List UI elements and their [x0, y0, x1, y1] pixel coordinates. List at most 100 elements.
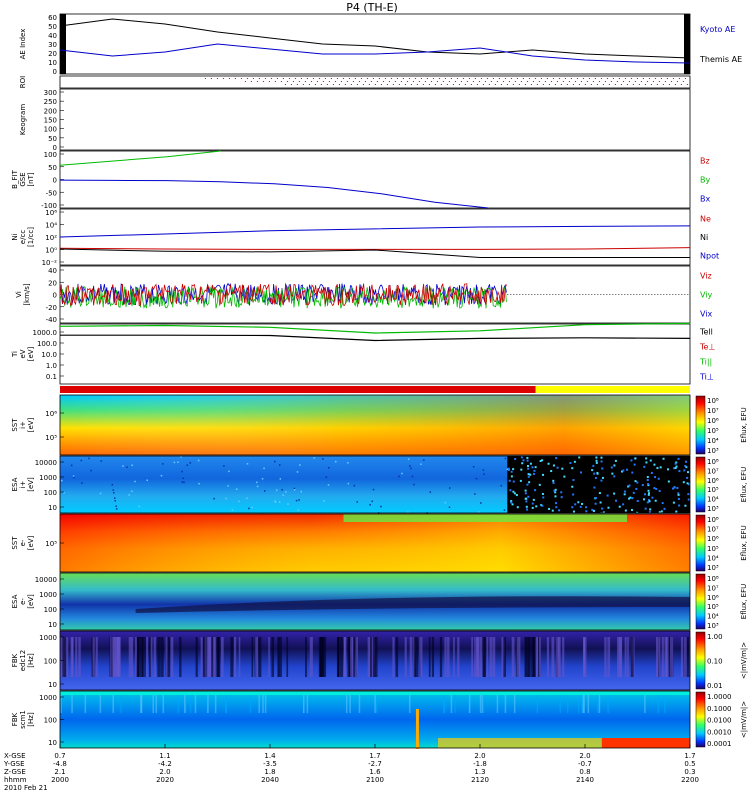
- esa-ion-speckle: [510, 501, 513, 504]
- roi-dot: [484, 81, 486, 82]
- esa-ion-speckle: [516, 506, 519, 509]
- ephemeris-value: 1.3: [474, 768, 485, 776]
- fbk-scm1-stripe: [262, 695, 264, 713]
- fbk-edc12-stripe: [409, 637, 413, 677]
- esa-electron-tick-label: 100: [44, 606, 57, 614]
- fbk-edc12-stripe: [114, 637, 117, 677]
- fbk-scm1-stripe: [177, 695, 180, 713]
- roi-dot: [610, 81, 612, 82]
- esa-electron-label: ESA e- [eV]: [11, 594, 35, 609]
- esa-ion-speckle: [531, 506, 534, 509]
- esa-ion-speckle: [524, 489, 527, 492]
- esa-ion-speckle: [630, 508, 633, 511]
- roi-dot: [488, 84, 490, 85]
- esa-ion-speckle: [274, 460, 276, 463]
- roi-dot: [508, 81, 510, 82]
- roi-dot: [490, 81, 492, 82]
- esa-ion-speckle: [444, 501, 447, 504]
- roi-dot: [222, 78, 224, 79]
- sst-ion-label-line: i+: [19, 421, 27, 429]
- esa-ion-speckle: [648, 500, 651, 503]
- fbk-scm1-stripe: [577, 695, 580, 713]
- fbk-edc12-stripe: [278, 637, 282, 677]
- esa-ion-speckle: [519, 479, 522, 482]
- fbk-edc12-stripe: [655, 637, 660, 677]
- esa-ion-speckle: [186, 464, 189, 466]
- roi-dot: [512, 84, 514, 85]
- fbk-edc12-stripe: [536, 637, 539, 677]
- esa-ion-speckle: [667, 480, 670, 483]
- fbk-edc12-stripe: [546, 637, 550, 677]
- roi-dot: [598, 81, 600, 82]
- esa-ion-speckle: [658, 489, 661, 492]
- fbk-edc12-stripe: [309, 637, 313, 677]
- fbk-scm1-stripe: [207, 695, 209, 713]
- panel-frame-bfit: [59, 150, 691, 209]
- esa-ion-speckle: [420, 463, 422, 466]
- esa-ion-speckle: [579, 505, 582, 508]
- sst-ion-colorbar: [695, 395, 706, 455]
- fbk-edc12-stripe: [146, 637, 148, 677]
- roi-dot: [498, 78, 500, 79]
- roi-dot: [440, 84, 442, 85]
- esa-ion-speckle: [580, 471, 583, 474]
- esa-ion-speckle: [624, 509, 627, 512]
- roi-dot: [420, 78, 422, 79]
- panel-content: 6050403020100300250200150100500100500-50…: [3, 14, 748, 792]
- esa-ion-speckle: [654, 476, 657, 479]
- keogram-tick-label: 300: [44, 89, 57, 97]
- roi-dot: [616, 81, 618, 82]
- roi-dot: [364, 81, 366, 82]
- esa-ion-speckle: [571, 467, 574, 470]
- roi-dot: [432, 78, 434, 79]
- fbk-scm1-stripe: [582, 695, 584, 713]
- roi-dot: [644, 84, 646, 85]
- ephemeris-value: 1.8: [264, 768, 275, 776]
- roi-dot: [316, 81, 318, 82]
- esa-ion-speckle: [593, 472, 596, 475]
- fbk-edc12-stripe: [355, 637, 358, 677]
- fbk-scm1-colorbar-label: 0.0001: [707, 740, 732, 748]
- fbk-edc12-stripe: [268, 637, 270, 677]
- ephemeris-value: 2040: [261, 776, 279, 784]
- sst-ion-label-line: [eV]: [27, 417, 35, 432]
- roi-dot: [320, 84, 322, 85]
- roi-dot: [538, 81, 540, 82]
- fbk-edc12-stripe: [258, 637, 262, 677]
- fbk-scm1-stripe: [496, 695, 499, 713]
- esa-ion-speckle: [572, 493, 575, 496]
- esa-ion-speckle: [507, 467, 510, 470]
- roi-dot: [380, 84, 382, 85]
- esa-ion-speckle: [161, 463, 164, 465]
- fbk-edc12-stripe: [669, 637, 674, 677]
- esa-ion-speckle: [628, 497, 631, 500]
- roi-dot: [326, 84, 328, 85]
- keogram-tick-label: 200: [44, 107, 57, 115]
- roi-dot: [602, 84, 604, 85]
- fbk-edc12-stripe: [343, 637, 347, 677]
- fbk-scm1-top-band: [60, 691, 690, 695]
- esa-ion-speckle: [678, 504, 681, 507]
- fbk-edc12-stripe: [339, 637, 343, 677]
- sst-electron-colorbar-label: 10⁶: [707, 535, 719, 543]
- bfit-tick-label: 100: [44, 151, 57, 159]
- esa-ion-speckle: [687, 498, 690, 501]
- roi-dot: [612, 78, 614, 79]
- fbk-scm1-stripe: [225, 695, 228, 713]
- ephemeris-value: 2140: [576, 776, 594, 784]
- esa-ion-speckle: [73, 476, 75, 479]
- fbk-scm1-stripe: [71, 695, 73, 713]
- esa-electron-colorbar-label: 10⁸: [707, 575, 719, 583]
- bfit-label: B_FIT GSE [nT]: [11, 169, 35, 188]
- ti-label-line: Ti: [11, 351, 19, 358]
- esa-ion-speckle: [146, 479, 148, 482]
- fbk-scm1-colorbar-label: 1.0000: [707, 693, 732, 701]
- esa-ion-speckle: [281, 488, 283, 491]
- esa-ion-speckle: [475, 477, 478, 480]
- esa-ion-speckle: [256, 485, 259, 488]
- sst-ion-label: SST i+ [eV]: [11, 417, 35, 432]
- esa-ion-speckle: [81, 482, 83, 484]
- fbk-edc12-stripe: [479, 637, 483, 677]
- esa-ion-speckle: [126, 466, 128, 468]
- fbk-scm1-colorbar-label: 0.0010: [707, 728, 732, 736]
